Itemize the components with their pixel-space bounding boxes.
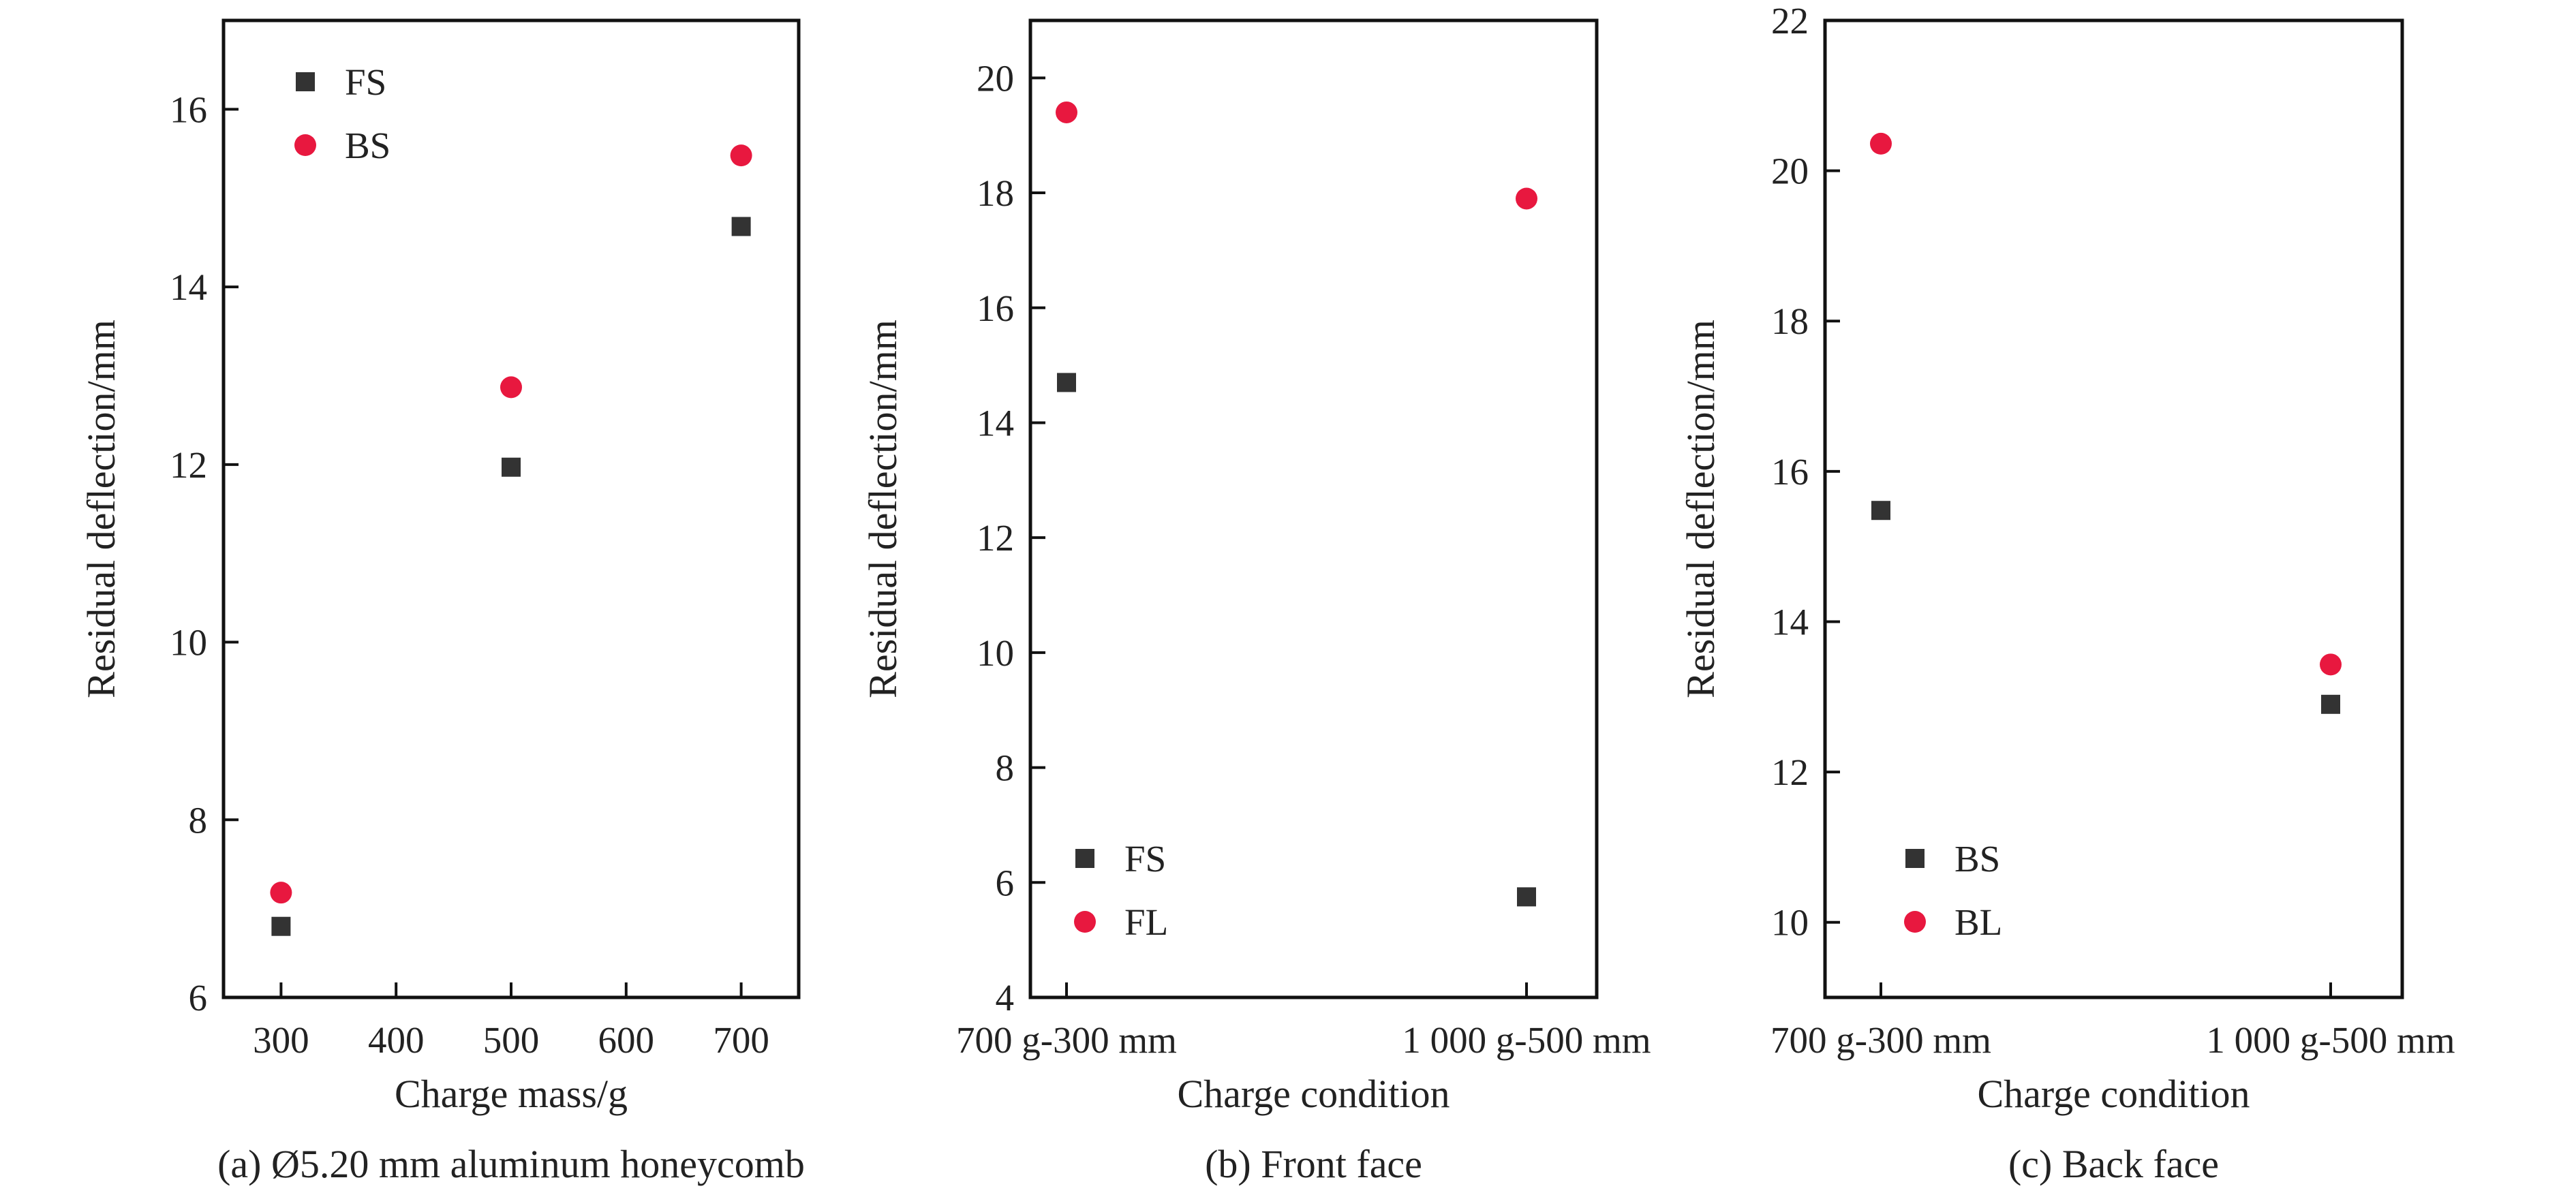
y-tick-label: 12 xyxy=(977,517,1014,559)
data-point xyxy=(731,217,751,236)
data-point xyxy=(270,882,292,904)
data-point xyxy=(500,376,522,399)
x-tick-label: 700 xyxy=(713,1019,769,1061)
y-tick-label: 14 xyxy=(170,266,207,308)
data-point xyxy=(271,916,291,936)
legend-marker xyxy=(1075,849,1094,868)
series-FS xyxy=(1057,373,1536,907)
legend-marker xyxy=(1074,911,1096,933)
y-tick-label: 14 xyxy=(977,402,1014,444)
y-tick-label: 8 xyxy=(189,799,208,841)
data-point xyxy=(730,144,752,167)
y-tick-label: 4 xyxy=(996,977,1015,1019)
y-axis-label: Residual deflection/mm xyxy=(861,320,905,698)
y-tick-label: 22 xyxy=(1771,0,1809,42)
y-tick-label: 14 xyxy=(1771,601,1809,642)
legend: FS FL xyxy=(1074,838,1168,943)
data-point xyxy=(1057,373,1076,392)
y-tick-label: 8 xyxy=(996,747,1015,789)
series-BL xyxy=(1870,132,2342,676)
panel-caption: (b) Front face xyxy=(1205,1142,1422,1186)
y-tick-label: 18 xyxy=(1771,300,1809,342)
x-tick-label: 500 xyxy=(483,1019,540,1061)
y-tick-label: 20 xyxy=(977,57,1014,99)
data-point xyxy=(502,457,521,477)
x-axis-label: Charge mass/g xyxy=(395,1072,628,1116)
x-tick-label: 700 g-300 mm xyxy=(956,1019,1177,1061)
y-tick-label: 16 xyxy=(170,89,207,130)
legend-marker xyxy=(294,134,316,156)
series-FS xyxy=(271,217,751,936)
panel-2: 4 6 8 10 12 14 16 18 20 700 g-300 mm 1 000 g-500 m… xyxy=(861,18,1651,1186)
y-tick-label: 10 xyxy=(977,632,1014,674)
y-axis-label: Residual deflection/mm xyxy=(79,320,123,698)
y-tick-label: 6 xyxy=(996,862,1015,903)
data-point xyxy=(2320,653,2342,676)
y-tick-label: 10 xyxy=(170,622,207,664)
data-point xyxy=(2321,694,2340,714)
panel-caption: (c) Back face xyxy=(2008,1142,2219,1186)
x-tick-label: 1 000 g-500 mm xyxy=(2206,1019,2455,1061)
series-FL xyxy=(1056,101,1537,210)
legend-label: BL xyxy=(1954,901,2002,943)
plot-frame xyxy=(1028,18,1599,999)
x-tick-label: 600 xyxy=(598,1019,655,1061)
y-tick-label: 16 xyxy=(977,288,1014,329)
legend-marker xyxy=(1904,911,1926,933)
data-point xyxy=(1871,501,1890,521)
x-axis-label: Charge condition xyxy=(1177,1072,1450,1116)
y-tick-label: 6 xyxy=(189,977,208,1019)
plot-frame xyxy=(1823,18,2404,999)
x-tick-label: 1 000 g-500 mm xyxy=(1402,1019,1651,1061)
legend-label: BS xyxy=(1954,838,2000,880)
panel-1: 6 8 10 12 14 16 300 400 500 600 700 Charge mass/g Re… xyxy=(79,18,805,1186)
legend-marker xyxy=(296,72,315,91)
series-BS xyxy=(270,144,752,904)
data-point xyxy=(1517,887,1536,907)
y-tick-label: 12 xyxy=(1771,751,1809,793)
y-tick-label: 12 xyxy=(170,444,207,486)
plot-frame xyxy=(221,18,801,999)
data-point xyxy=(1056,101,1077,123)
panel-3: 10 12 14 16 18 20 22 700 g-300 mm 1 000 g-500 mm… xyxy=(1678,0,2455,1186)
legend-label: BS xyxy=(345,125,390,166)
x-tick-label: 700 g-300 mm xyxy=(1770,1019,1991,1061)
legend-marker xyxy=(1905,849,1925,868)
y-tick-label: 16 xyxy=(1771,451,1809,493)
legend: BS BL xyxy=(1904,838,2002,943)
data-point xyxy=(1870,132,1892,155)
y-tick-label: 10 xyxy=(1771,902,1809,944)
data-point xyxy=(1516,187,1537,210)
legend-label: FL xyxy=(1124,901,1168,943)
y-tick-label: 18 xyxy=(977,172,1014,214)
series-BS xyxy=(1871,501,2340,714)
x-tick-label: 300 xyxy=(253,1019,309,1061)
legend-label: FS xyxy=(1124,838,1166,880)
legend: FS BS xyxy=(294,61,390,166)
y-tick-label: 20 xyxy=(1771,151,1809,192)
y-axis-label: Residual deflection/mm xyxy=(1678,320,1723,698)
legend-label: FS xyxy=(345,61,386,103)
x-axis-label: Charge condition xyxy=(1977,1072,2250,1116)
panel-caption: (a) Ø5.20 mm aluminum honeycomb xyxy=(217,1142,805,1186)
x-tick-label: 400 xyxy=(368,1019,425,1061)
